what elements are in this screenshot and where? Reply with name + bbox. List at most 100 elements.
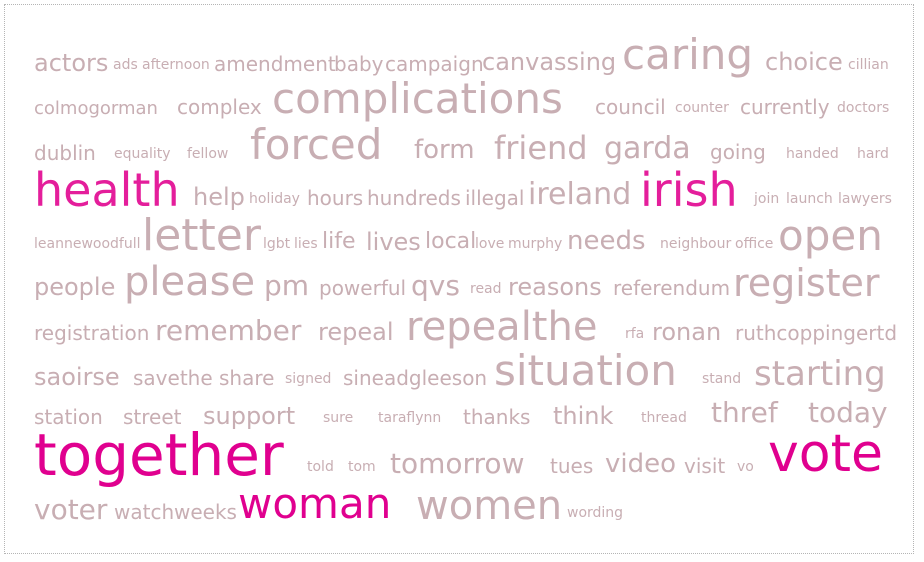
word-repealthe[interactable]: repealthe <box>406 304 598 350</box>
word-street[interactable]: street <box>123 405 182 429</box>
word-equality[interactable]: equality <box>114 145 171 162</box>
word-qvs[interactable]: qvs <box>411 268 460 302</box>
word-weeks[interactable]: weeks <box>174 500 237 524</box>
word-rfa[interactable]: rfa <box>625 325 645 342</box>
word-reasons[interactable]: reasons <box>508 272 602 301</box>
word-complex[interactable]: complex <box>177 95 262 119</box>
word-health[interactable]: health <box>34 163 180 218</box>
word-life[interactable]: life <box>322 229 356 255</box>
word-support[interactable]: support <box>203 401 296 430</box>
word-colmogorman[interactable]: colmogorman <box>34 97 158 119</box>
word-tom[interactable]: tom <box>348 458 376 475</box>
word-form[interactable]: form <box>414 135 475 166</box>
word-amendment[interactable]: amendment <box>214 52 336 76</box>
word-signed[interactable]: signed <box>285 370 332 387</box>
word-handed[interactable]: handed <box>786 145 839 162</box>
word-vo[interactable]: vo <box>737 458 754 475</box>
word-vote[interactable]: vote <box>768 424 883 485</box>
word-local[interactable]: local <box>425 229 477 255</box>
word-hours[interactable]: hours <box>307 186 364 210</box>
word-office[interactable]: office <box>735 235 774 252</box>
word-station[interactable]: station <box>34 405 103 429</box>
word-please[interactable]: please <box>124 259 256 305</box>
word-irish[interactable]: irish <box>640 163 738 218</box>
word-fellow[interactable]: fellow <box>187 145 229 162</box>
word-complications[interactable]: complications <box>272 74 563 124</box>
word-afternoon[interactable]: afternoon <box>142 56 210 73</box>
word-dublin[interactable]: dublin <box>34 141 96 165</box>
word-tomorrow[interactable]: tomorrow <box>390 446 525 480</box>
word-help[interactable]: help <box>193 182 245 211</box>
word-canvassing[interactable]: canvassing <box>482 47 617 76</box>
word-doctors[interactable]: doctors <box>837 99 890 116</box>
word-join[interactable]: join <box>754 190 780 207</box>
word-hundreds[interactable]: hundreds <box>367 186 461 210</box>
word-launch[interactable]: launch <box>786 190 833 207</box>
word-registration[interactable]: registration <box>34 321 150 345</box>
word-situation[interactable]: situation <box>494 346 677 396</box>
word-thanks[interactable]: thanks <box>463 405 531 429</box>
word-woman[interactable]: woman <box>238 479 392 529</box>
word-women[interactable]: women <box>416 483 563 529</box>
word-video[interactable]: video <box>605 449 677 480</box>
word-together[interactable]: together <box>34 420 284 489</box>
word-sure[interactable]: sure <box>323 409 354 426</box>
word-hard[interactable]: hard <box>857 145 889 162</box>
word-repeal[interactable]: repeal <box>318 317 394 346</box>
word-lies[interactable]: lies <box>294 235 318 252</box>
word-savethe[interactable]: savethe <box>133 366 213 390</box>
word-illegal[interactable]: illegal <box>465 186 525 210</box>
word-open[interactable]: open <box>778 211 883 261</box>
word-remember[interactable]: remember <box>155 313 302 347</box>
word-counter[interactable]: counter <box>675 99 729 116</box>
word-thref[interactable]: thref <box>711 395 778 429</box>
word-read[interactable]: read <box>470 280 502 297</box>
word-today[interactable]: today <box>808 395 888 429</box>
word-needs[interactable]: needs <box>567 226 646 257</box>
word-powerful[interactable]: powerful <box>319 276 407 300</box>
word-baby[interactable]: baby <box>334 52 384 76</box>
word-letter[interactable]: letter <box>142 209 261 261</box>
word-ireland[interactable]: ireland <box>528 177 632 212</box>
word-love[interactable]: love <box>475 235 505 252</box>
word-caring[interactable]: caring <box>622 30 754 80</box>
word-sineadgleeson[interactable]: sineadgleeson <box>343 366 488 390</box>
word-ruthcoppingertd[interactable]: ruthcoppingertd <box>735 321 898 345</box>
word-forced[interactable]: forced <box>250 120 383 170</box>
word-told[interactable]: told <box>307 458 334 475</box>
word-going[interactable]: going <box>710 140 766 164</box>
word-watch[interactable]: watch <box>114 500 175 524</box>
word-saoirse[interactable]: saoirse <box>34 362 120 391</box>
word-thread[interactable]: thread <box>641 409 687 426</box>
word-currently[interactable]: currently <box>740 95 830 119</box>
word-taraflynn[interactable]: taraflynn <box>378 409 442 426</box>
word-garda[interactable]: garda <box>604 131 691 166</box>
word-voter[interactable]: voter <box>34 492 108 526</box>
word-ronan[interactable]: ronan <box>652 317 722 346</box>
word-lives[interactable]: lives <box>366 227 421 256</box>
word-friend[interactable]: friend <box>494 129 588 168</box>
word-murphy[interactable]: murphy <box>508 235 563 252</box>
word-think[interactable]: think <box>553 401 614 430</box>
word-starting[interactable]: starting <box>754 353 886 394</box>
word-campaign[interactable]: campaign <box>385 52 484 76</box>
word-referendum[interactable]: referendum <box>613 276 731 300</box>
word-stand[interactable]: stand <box>702 370 742 387</box>
word-pm[interactable]: pm <box>264 268 310 302</box>
word-cillian[interactable]: cillian <box>848 56 889 73</box>
word-council[interactable]: council <box>595 95 666 119</box>
word-neighbour[interactable]: neighbour <box>660 235 732 252</box>
word-ads[interactable]: ads <box>113 56 138 73</box>
word-people[interactable]: people <box>34 272 116 301</box>
word-holiday[interactable]: holiday <box>249 190 300 207</box>
word-wording[interactable]: wording <box>567 504 624 521</box>
word-choice[interactable]: choice <box>765 47 843 76</box>
word-actors[interactable]: actors <box>34 48 109 77</box>
word-register[interactable]: register <box>733 260 880 305</box>
word-tues[interactable]: tues <box>550 454 594 478</box>
word-visit[interactable]: visit <box>684 454 726 478</box>
word-lgbt[interactable]: lgbt <box>263 235 291 252</box>
word-lawyers[interactable]: lawyers <box>838 190 892 207</box>
word-leannewoodfull[interactable]: leannewoodfull <box>34 235 141 252</box>
word-share[interactable]: share <box>219 366 275 390</box>
